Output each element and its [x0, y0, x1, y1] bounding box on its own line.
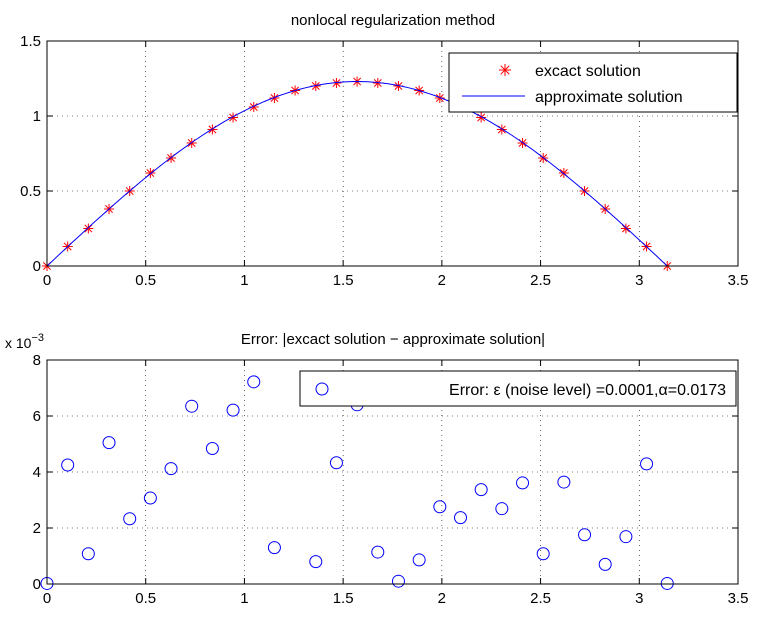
data-point-exact — [248, 102, 259, 112]
y-scale-label: x 10−3 — [5, 332, 44, 351]
data-point-exact — [331, 78, 342, 88]
legend-marker-circle — [315, 382, 329, 396]
x-tick-label: 3.5 — [728, 272, 749, 289]
axis-ticks: 0 0.5 1 1.5 2 2.5 3 3.5 0 0.5 1 1.5 — [20, 33, 748, 289]
legend-marker-asterisk — [499, 64, 511, 76]
data-point-error — [660, 576, 674, 590]
x-tick-label: 2 — [438, 590, 446, 607]
y-tick-label: 1 — [33, 108, 41, 125]
data-point-error — [267, 541, 281, 555]
data-point-error — [226, 403, 240, 417]
legend: excact solution approximate solution — [448, 52, 738, 113]
legend-box — [448, 52, 738, 113]
data-point-exact — [476, 112, 487, 123]
data-point-error — [164, 462, 178, 476]
y-tick-label: 8 — [33, 352, 41, 369]
y-tick-label: 2 — [33, 520, 41, 537]
y-tick-label: 0 — [33, 576, 41, 593]
grid — [47, 41, 738, 266]
data-point-exact — [83, 223, 94, 234]
data-point-error — [309, 555, 323, 569]
data-point-exact — [228, 112, 239, 123]
x-tick-label: 2 — [438, 272, 446, 289]
x-tick-label: 3 — [635, 272, 643, 289]
data-point-error — [578, 528, 592, 542]
data-point-error — [185, 399, 199, 413]
data-point-error — [640, 457, 654, 471]
y-tick-label: 0 — [33, 258, 41, 275]
y-tick-label: 6 — [33, 408, 41, 425]
legend-label-approximate: approximate solution — [535, 89, 683, 106]
data-point-error — [205, 441, 219, 455]
x-tick-label: 0.5 — [135, 590, 156, 607]
data-point-error — [495, 502, 509, 516]
data-point-error — [143, 491, 157, 505]
legend-box — [299, 370, 737, 407]
chart-panel-error: Error: |excact solution − approximate so… — [5, 331, 748, 607]
x-tick-label: 1 — [240, 272, 248, 289]
data-point-error — [453, 511, 467, 525]
y-tick-label: 0.5 — [20, 183, 41, 200]
data-point-error — [247, 375, 261, 389]
data-point-exact — [620, 223, 631, 234]
x-tick-label: 1.5 — [333, 272, 354, 289]
axes-box — [46, 359, 739, 585]
data-series — [40, 375, 674, 590]
data-point-error — [102, 436, 116, 450]
data-point-error — [619, 530, 633, 544]
axes-box — [46, 40, 739, 267]
data-point-error — [557, 475, 571, 489]
data-point-error — [61, 458, 75, 472]
chart-title: nonlocal regularization method — [291, 12, 495, 29]
grid — [47, 360, 738, 584]
chart-panel-solution: nonlocal regularization method 0 0.5 1 1.5 2… — [20, 12, 748, 289]
axis-ticks: 0 0.5 1 1.5 2 2.5 3 3.5 0 2 4 6 8 — [33, 352, 749, 607]
x-tick-label: 3.5 — [728, 590, 749, 607]
x-tick-label: 1.5 — [333, 590, 354, 607]
legend: Error: ε (noise level) =0.0001,α=0.0173 — [299, 370, 737, 407]
data-point-error — [474, 483, 488, 497]
data-point-error — [371, 545, 385, 559]
legend-label-exact: excact solution — [535, 63, 641, 80]
data-point-error — [81, 547, 95, 561]
legend-label-error: Error: ε (noise level) =0.0001,α=0.0173 — [449, 382, 726, 399]
data-point-error — [536, 547, 550, 561]
x-tick-label: 0.5 — [135, 272, 156, 289]
data-point-error — [412, 553, 426, 567]
y-tick-label: 1.5 — [20, 33, 41, 50]
data-point-exact — [207, 124, 218, 135]
data-point-error — [598, 557, 612, 571]
series-line-approximate — [46, 80, 668, 267]
x-tick-label: 3 — [635, 590, 643, 607]
chart-title: Error: |excact solution − approximate so… — [241, 331, 545, 348]
data-point-error — [391, 574, 405, 588]
x-tick-label: 2.5 — [530, 590, 551, 607]
y-tick-label: 4 — [33, 464, 41, 481]
data-point-error — [329, 456, 343, 470]
data-point-error — [516, 476, 530, 490]
data-point-error — [123, 512, 137, 526]
x-tick-label: 2.5 — [530, 272, 551, 289]
x-tick-label: 0 — [43, 272, 51, 289]
data-point-error — [433, 500, 447, 514]
x-tick-label: 1 — [240, 590, 248, 607]
x-tick-label: 0 — [43, 590, 51, 607]
